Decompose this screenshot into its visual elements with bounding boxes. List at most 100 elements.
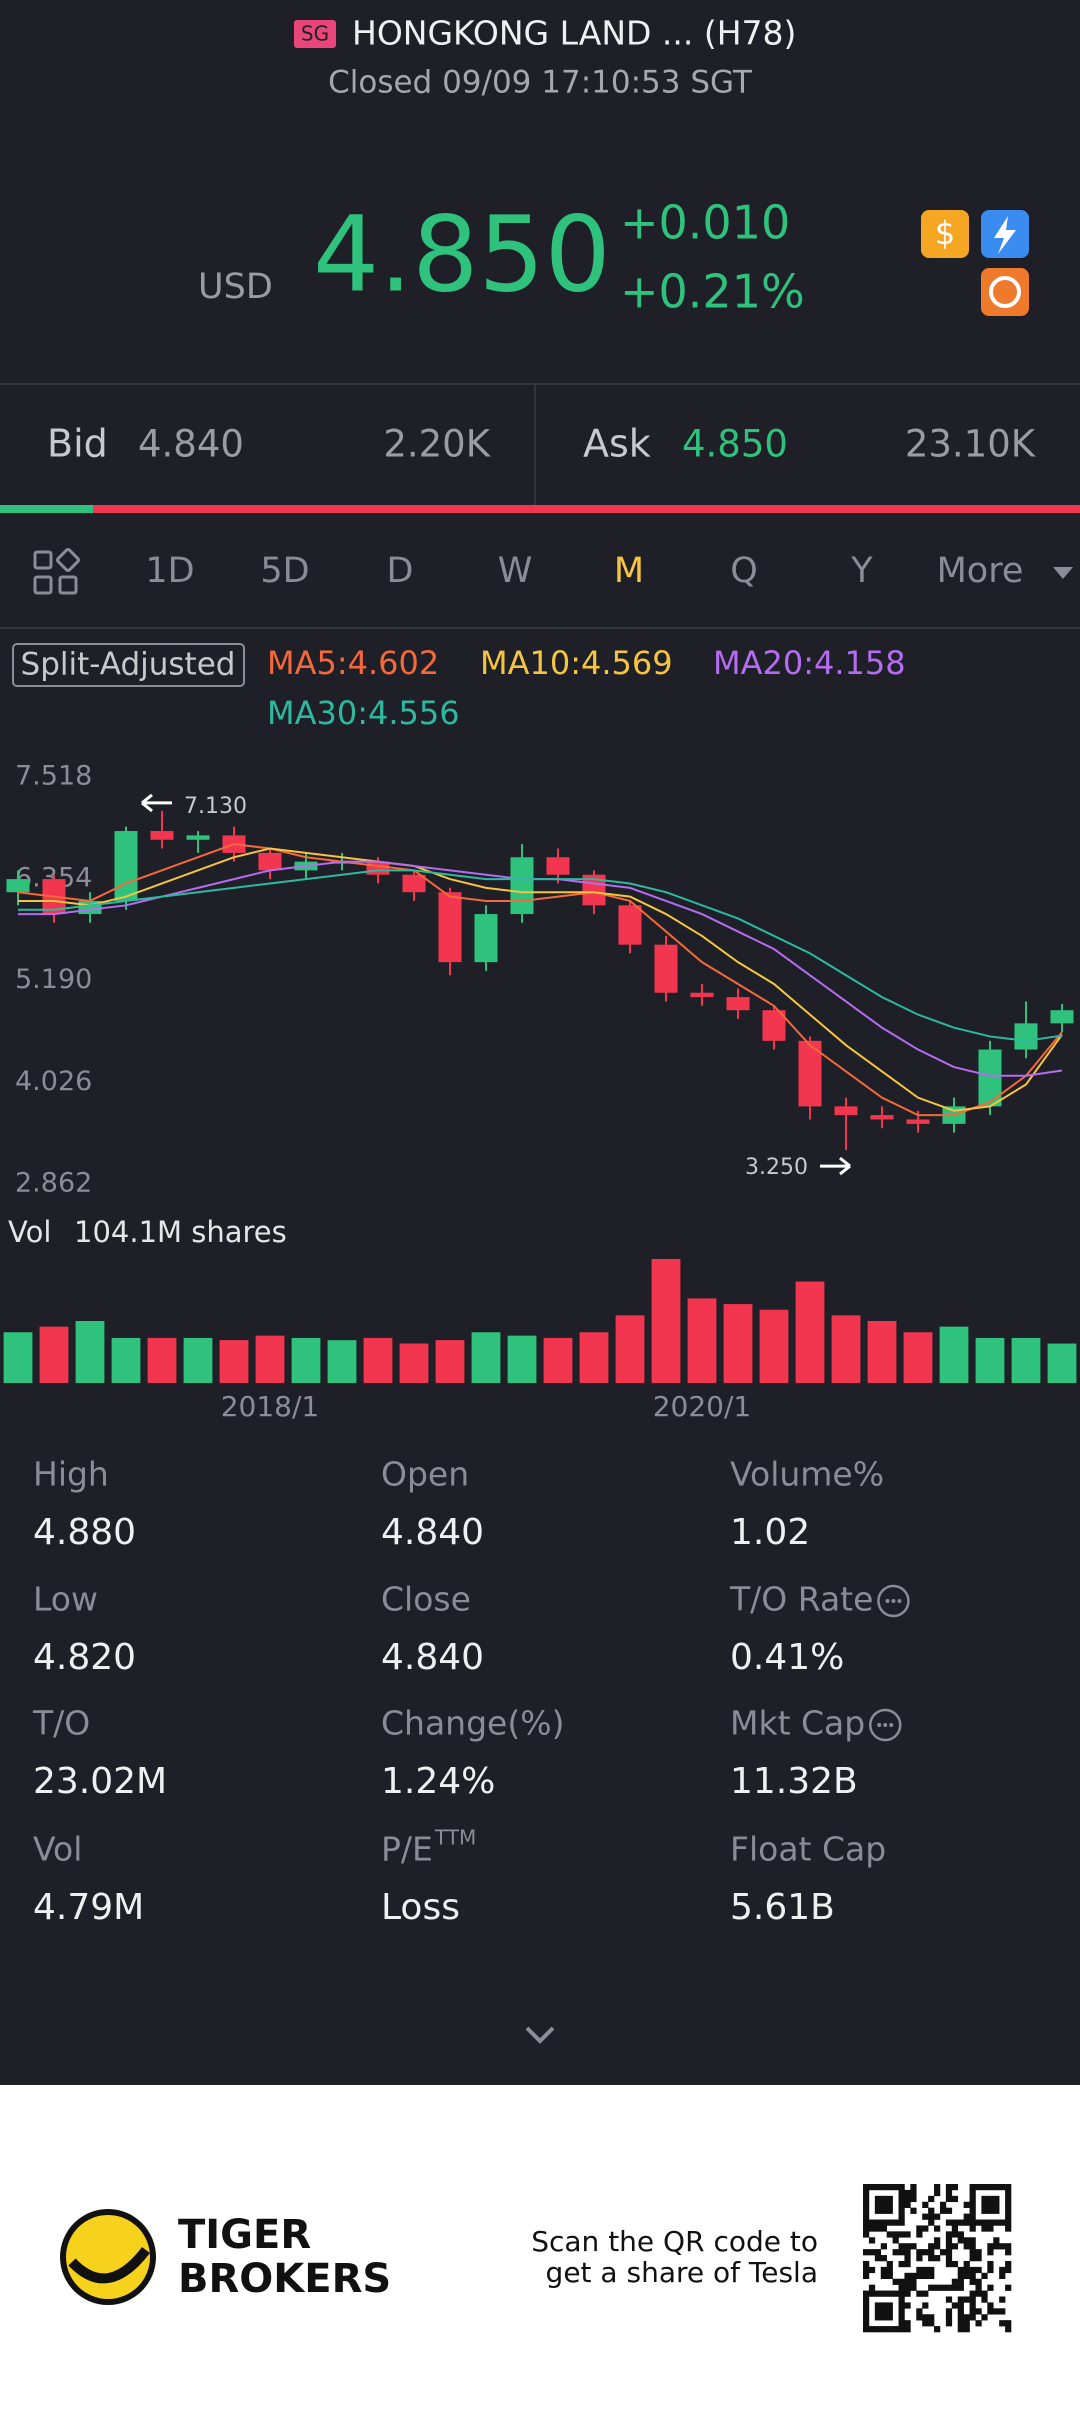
- qr-module: [963, 2243, 970, 2250]
- volume-bar: [687, 1298, 717, 1383]
- qr-module: [981, 2272, 988, 2280]
- promo-line: get a share of Tesla: [546, 2256, 818, 2289]
- volume-bar: [543, 1337, 573, 1383]
- volume-bar: [651, 1259, 681, 1383]
- background: [0, 0, 1080, 2085]
- ask-label: Ask: [583, 422, 651, 466]
- qr-module: [1005, 2284, 1012, 2291]
- stat-label-sup: TTM: [434, 1826, 476, 1850]
- qr-module: [939, 2284, 947, 2291]
- qr-module: [916, 2290, 923, 2297]
- qr-module: [898, 2184, 905, 2191]
- brand-line: BROKERS: [178, 2256, 391, 2302]
- timeframe-tab[interactable]: More: [937, 551, 1024, 591]
- qr-module: [951, 2243, 959, 2250]
- qr-module: [916, 2231, 923, 2238]
- qr-module: [916, 2308, 923, 2315]
- volume-bar: [219, 1340, 249, 1383]
- qr-module: [886, 2260, 893, 2268]
- expand-chevron[interactable]: [525, 2026, 555, 2044]
- stat-label: High: [33, 1455, 109, 1494]
- qr-module: [863, 2231, 870, 2238]
- qr-module: [975, 2255, 982, 2262]
- adjust-box[interactable]: [12, 643, 245, 687]
- volume-bar: [363, 1337, 393, 1383]
- stat-label: T/O: [32, 1704, 90, 1743]
- qr-module: [904, 2326, 911, 2333]
- timeframe-tab[interactable]: D: [387, 551, 414, 591]
- qr-module: [993, 2237, 1000, 2244]
- qr-module: [898, 2249, 905, 2256]
- exchange-icon[interactable]: [981, 268, 1029, 316]
- stat-value: 4.840: [381, 1637, 484, 1678]
- qr-module: [922, 2266, 929, 2274]
- qr-module: [951, 2195, 959, 2203]
- qr-module: [892, 2231, 899, 2238]
- qr-module: [910, 2272, 917, 2280]
- qr-module: [863, 2302, 870, 2309]
- qr-module: [945, 2219, 953, 2226]
- icon-glyph: [989, 276, 1021, 308]
- qr-module: [863, 2195, 870, 2203]
- qr-module: [951, 2302, 959, 2309]
- high-annotation: 7.130: [184, 794, 247, 819]
- qr-module: [863, 2207, 870, 2214]
- qr-module: [868, 2290, 876, 2297]
- qr-module: [863, 2290, 870, 2297]
- timeframe-tab[interactable]: 1D: [145, 551, 194, 591]
- qr-module: [910, 2184, 917, 2191]
- low-annotation: 3.250: [745, 1155, 808, 1180]
- candle-body: [150, 831, 174, 840]
- qr-module: [939, 2201, 947, 2208]
- qr-module: [880, 2219, 887, 2226]
- volume-bar: [471, 1332, 501, 1383]
- qr-module: [863, 2260, 870, 2268]
- candle-body: [1050, 1010, 1074, 1024]
- timeframe-tab[interactable]: 5D: [260, 551, 309, 591]
- qr-module: [969, 2308, 976, 2315]
- qr-module: [868, 2266, 876, 2274]
- volume-bar: [939, 1326, 969, 1383]
- qr-module: [892, 2184, 899, 2191]
- qr-module: [863, 2219, 870, 2226]
- qr-module: [874, 2201, 882, 2208]
- qr-module: [987, 2249, 994, 2256]
- qr-module: [945, 2195, 953, 2203]
- qr-module: [987, 2207, 994, 2214]
- timeframe-tab[interactable]: W: [498, 551, 533, 591]
- qr-module: [928, 2207, 935, 2214]
- qr-module: [874, 2308, 882, 2315]
- volume-bar: [579, 1332, 609, 1383]
- qr-module: [999, 2308, 1006, 2315]
- timeframe-tab[interactable]: Y: [850, 551, 873, 591]
- dollar-icon[interactable]: [921, 210, 969, 258]
- qr-module: [945, 2237, 953, 2244]
- qr-module: [975, 2320, 982, 2327]
- volume-bar: [615, 1315, 645, 1383]
- stat-value: 23.02M: [33, 1761, 167, 1802]
- qr-module: [945, 2189, 953, 2197]
- timeframe-tab[interactable]: M: [614, 551, 644, 591]
- volume-bar: [3, 1332, 33, 1383]
- qr-module: [904, 2260, 911, 2268]
- qr-module: [928, 2284, 935, 2291]
- change-pct: +0.21%: [620, 265, 805, 319]
- qr-module: [981, 2314, 988, 2321]
- qr-module: [934, 2284, 941, 2291]
- layout-icon[interactable]: [33, 548, 80, 595]
- ma-line: [17, 843, 1063, 1117]
- qr-module: [963, 2237, 970, 2244]
- qr-module: [1005, 2266, 1012, 2274]
- qr-module: [886, 2308, 893, 2315]
- candle-body: [654, 944, 678, 993]
- stat-value: Loss: [381, 1887, 460, 1928]
- qr-module: [892, 2326, 899, 2333]
- qr-module: [987, 2308, 994, 2315]
- qr-module: [922, 2201, 929, 2208]
- ma-legend: MA20:4.158: [713, 644, 906, 682]
- candle-body: [186, 835, 210, 840]
- candle-body: [1014, 1023, 1038, 1050]
- qr-module: [987, 2302, 994, 2309]
- stat-value: 4.880: [33, 1512, 136, 1553]
- timeframe-tab[interactable]: Q: [730, 551, 758, 591]
